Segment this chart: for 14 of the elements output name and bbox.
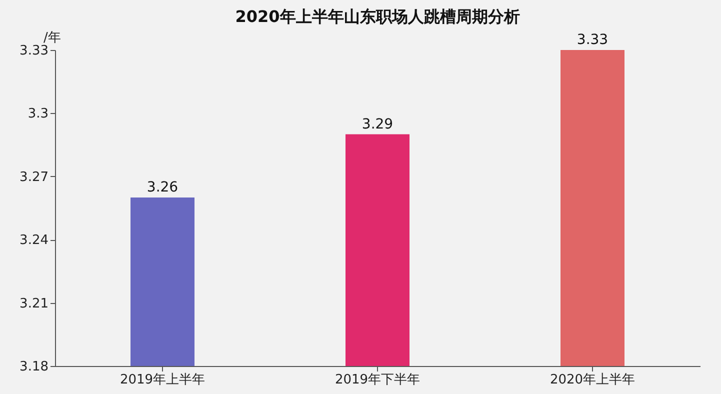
y-tick-label: 3.24 bbox=[20, 233, 48, 248]
chart-title: 2020年上半年山东职场人跳槽周期分析 bbox=[235, 7, 520, 26]
y-axis-title: /年 bbox=[44, 30, 61, 46]
y-tick-label: 3.27 bbox=[20, 170, 48, 185]
data-label: 3.33 bbox=[576, 32, 608, 48]
y-tick-label: 3.33 bbox=[20, 44, 48, 58]
y-tick-label: 3.21 bbox=[20, 296, 48, 312]
x-tick-label: 2019年下半年 bbox=[334, 372, 420, 388]
data-label: 3.26 bbox=[146, 179, 178, 196]
y-tick-label: 3.18 bbox=[20, 360, 48, 374]
x-tick-label: 2019年上半年 bbox=[120, 372, 206, 388]
y-tick-label: 3.3 bbox=[28, 106, 48, 122]
x-tick-label: 2020年上半年 bbox=[550, 372, 636, 388]
data-label: 3.29 bbox=[362, 116, 394, 132]
